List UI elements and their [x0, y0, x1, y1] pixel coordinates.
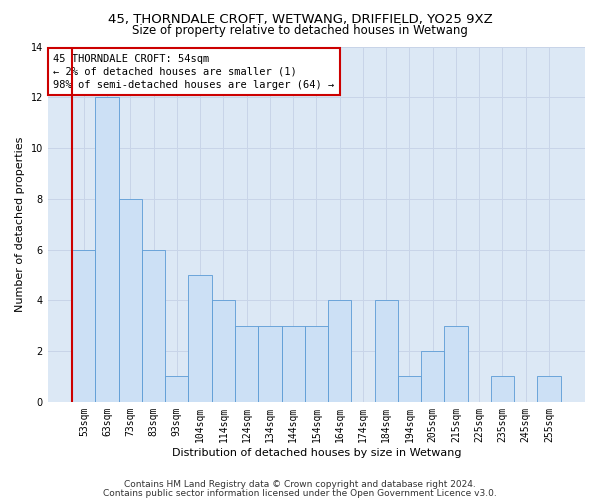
Bar — [445, 326, 467, 402]
Text: 45, THORNDALE CROFT, WETWANG, DRIFFIELD, YO25 9XZ: 45, THORNDALE CROFT, WETWANG, DRIFFIELD,… — [107, 12, 493, 26]
Text: Contains public sector information licensed under the Open Government Licence v3: Contains public sector information licen… — [103, 488, 497, 498]
Text: 45 THORNDALE CROFT: 54sqm
← 2% of detached houses are smaller (1)
98% of semi-de: 45 THORNDALE CROFT: 54sqm ← 2% of detach… — [53, 54, 334, 90]
Bar — [235, 326, 258, 402]
Bar — [281, 326, 305, 402]
Bar — [142, 250, 165, 402]
Bar — [188, 275, 212, 402]
Text: Size of property relative to detached houses in Wetwang: Size of property relative to detached ho… — [132, 24, 468, 37]
Text: Contains HM Land Registry data © Crown copyright and database right 2024.: Contains HM Land Registry data © Crown c… — [124, 480, 476, 489]
Bar — [212, 300, 235, 402]
Bar — [95, 98, 119, 402]
Bar — [374, 300, 398, 402]
Bar — [258, 326, 281, 402]
Bar — [328, 300, 351, 402]
Bar — [165, 376, 188, 402]
Bar — [305, 326, 328, 402]
Bar — [398, 376, 421, 402]
Bar — [421, 351, 445, 402]
Bar — [72, 250, 95, 402]
Bar — [538, 376, 560, 402]
X-axis label: Distribution of detached houses by size in Wetwang: Distribution of detached houses by size … — [172, 448, 461, 458]
Bar — [491, 376, 514, 402]
Y-axis label: Number of detached properties: Number of detached properties — [15, 136, 25, 312]
Bar — [119, 199, 142, 402]
